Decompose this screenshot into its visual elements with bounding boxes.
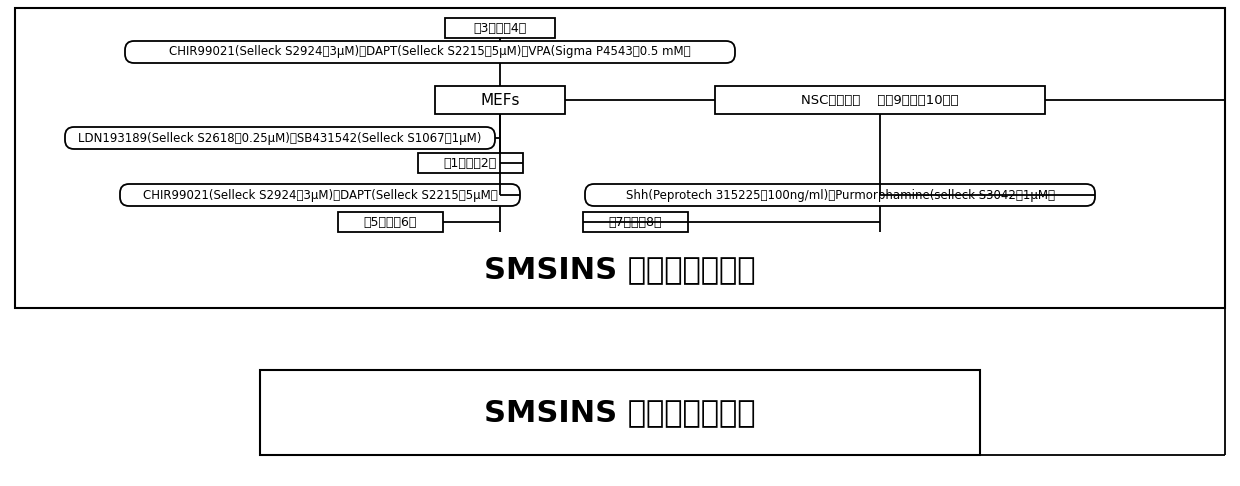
Text: 第1天、第2天: 第1天、第2天 <box>444 156 497 170</box>
Text: 第7天、第8天: 第7天、第8天 <box>609 215 662 228</box>
Text: Shh(Peprotech 315225，100ng/ml)、Purmorphamine(selleck S3042，1μM）: Shh(Peprotech 315225，100ng/ml)、Purmorpha… <box>625 189 1054 202</box>
Text: CHIR99021(Selleck S2924，3μM)、DAPT(Selleck S2215，5μM）: CHIR99021(Selleck S2924，3μM)、DAPT(Sellec… <box>143 189 497 202</box>
FancyBboxPatch shape <box>583 212 687 232</box>
Text: SMSINS 细胞的体外分化: SMSINS 细胞的体外分化 <box>485 399 755 428</box>
FancyBboxPatch shape <box>64 127 495 149</box>
FancyBboxPatch shape <box>715 86 1045 114</box>
Text: 第5天、第6天: 第5天、第6天 <box>363 215 417 228</box>
Text: SMSINS 细胞的阶段诱导: SMSINS 细胞的阶段诱导 <box>485 256 755 284</box>
FancyBboxPatch shape <box>120 184 520 206</box>
FancyBboxPatch shape <box>445 18 556 38</box>
FancyBboxPatch shape <box>15 8 1225 308</box>
Text: NSC全培废基    （第9天、第10天）: NSC全培废基 （第9天、第10天） <box>801 93 959 106</box>
FancyBboxPatch shape <box>435 86 565 114</box>
FancyBboxPatch shape <box>125 41 735 63</box>
Text: MEFs: MEFs <box>480 92 520 107</box>
FancyBboxPatch shape <box>585 184 1095 206</box>
Text: 第3天、第4天: 第3天、第4天 <box>474 21 527 35</box>
Text: LDN193189(Selleck S2618，0.25μM)、SB431542(Selleck S1067，1μM): LDN193189(Selleck S2618，0.25μM)、SB431542… <box>78 132 481 144</box>
FancyBboxPatch shape <box>418 153 522 173</box>
Text: CHIR99021(Selleck S2924，3μM)、DAPT(Selleck S2215，5μM)、VPA(Sigma P4543，0.5 mM）: CHIR99021(Selleck S2924，3μM)、DAPT(Sellec… <box>169 46 691 58</box>
FancyBboxPatch shape <box>337 212 443 232</box>
FancyBboxPatch shape <box>260 370 980 455</box>
